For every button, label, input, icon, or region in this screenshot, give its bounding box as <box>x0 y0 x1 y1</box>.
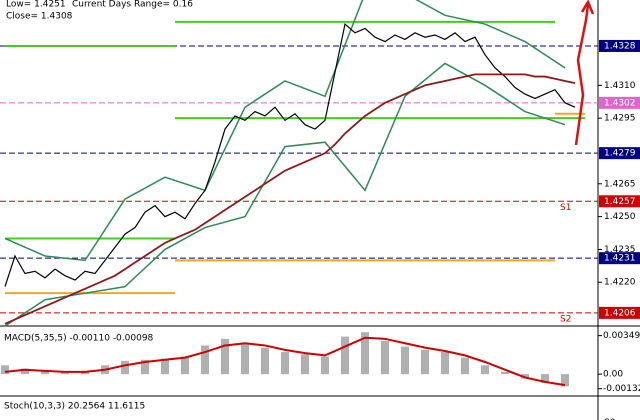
macd-bar <box>361 332 369 375</box>
macd-bar <box>301 354 309 375</box>
macd-bar <box>1 365 9 375</box>
macd-bar <box>401 346 409 375</box>
y-tick-label: 80 <box>604 418 616 420</box>
header-text: Current Days Range= 0.16 <box>72 0 193 10</box>
header-text: Close= 1.4308 <box>6 12 73 22</box>
macd-bar <box>521 374 529 379</box>
macd-bar <box>161 358 169 375</box>
panel-title: MACD(5,35,5) -0.00110 -0.00098 <box>4 334 154 344</box>
level-label-bg <box>599 195 640 208</box>
level-label: 1.4257 <box>604 197 636 207</box>
macd-bar <box>561 374 569 387</box>
level-label: 1.4206 <box>604 308 636 318</box>
annotation-arrowhead <box>580 0 595 15</box>
level-label: 1.4279 <box>604 149 636 159</box>
macd-bar <box>181 356 189 375</box>
macd-bar <box>61 371 69 375</box>
level-label: 1.4328 <box>604 41 636 51</box>
macd-bar <box>281 352 289 375</box>
level-tag: S1 <box>560 203 571 213</box>
level-label: 1.4302 <box>604 98 636 108</box>
level-label: 1.4231 <box>604 254 636 264</box>
macd-bar <box>481 365 489 375</box>
moving-average <box>4 73 576 325</box>
macd-bar <box>261 347 269 375</box>
macd-bar <box>141 359 149 375</box>
level-tag: S2 <box>560 314 571 324</box>
macd-bar <box>421 349 429 375</box>
bollinger-band <box>4 0 566 262</box>
macd-bar <box>441 352 449 375</box>
price-line <box>4 22 576 287</box>
macd-bar <box>321 356 329 375</box>
macd-bar <box>41 370 49 375</box>
y-tick-label: 1.4265 <box>604 179 636 189</box>
level-label-bg <box>599 306 640 319</box>
level-label-bg <box>599 96 640 109</box>
y-tick-label: 1.4220 <box>604 278 636 288</box>
macd-bar <box>121 360 129 375</box>
y-tick-label: 1.4250 <box>604 212 636 222</box>
level-label-bg <box>599 147 640 160</box>
macd-bar <box>201 345 209 375</box>
annotation-arrow <box>574 4 590 146</box>
macd-bar <box>21 368 29 375</box>
macd-bar <box>461 357 469 375</box>
macd-signal <box>4 336 566 387</box>
macd-bar <box>501 371 509 375</box>
macd-bar <box>541 374 549 383</box>
level-label-bg <box>599 252 640 265</box>
macd-bar <box>381 341 389 375</box>
level-label-bg <box>599 39 640 52</box>
panel-title: Stoch(10,3,3) 20.2564 11.6115 <box>4 402 145 412</box>
y-tick-label: 0.00 <box>603 370 623 380</box>
y-tick-label: 0.00349 <box>603 331 640 341</box>
y-tick-label: 1.4310 <box>604 81 636 91</box>
y-tick-label: 1.4295 <box>604 114 636 124</box>
y-tick-label: -0.00132 <box>603 384 640 394</box>
bollinger-band <box>4 62 566 327</box>
header-bg <box>0 0 170 34</box>
macd-bar <box>221 338 229 375</box>
macd-bar <box>241 343 249 375</box>
header-text: Low= 1.4251 <box>6 0 66 10</box>
y-tick-label: 1.4235 <box>604 245 636 255</box>
macd-bar <box>341 336 349 375</box>
